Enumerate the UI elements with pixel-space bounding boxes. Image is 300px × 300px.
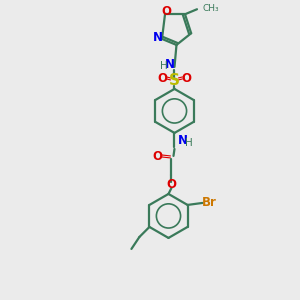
Text: O: O: [158, 72, 167, 86]
Text: N: N: [178, 134, 188, 147]
Text: Br: Br: [202, 196, 217, 209]
Text: H: H: [184, 138, 192, 148]
Text: O: O: [152, 150, 163, 164]
Text: O: O: [167, 178, 176, 191]
Text: O: O: [161, 5, 171, 18]
Text: S: S: [169, 74, 180, 88]
Text: H: H: [160, 61, 167, 71]
Text: CH₃: CH₃: [203, 4, 220, 13]
Text: N: N: [164, 58, 175, 71]
Text: N: N: [153, 32, 163, 44]
Text: O: O: [182, 72, 191, 86]
